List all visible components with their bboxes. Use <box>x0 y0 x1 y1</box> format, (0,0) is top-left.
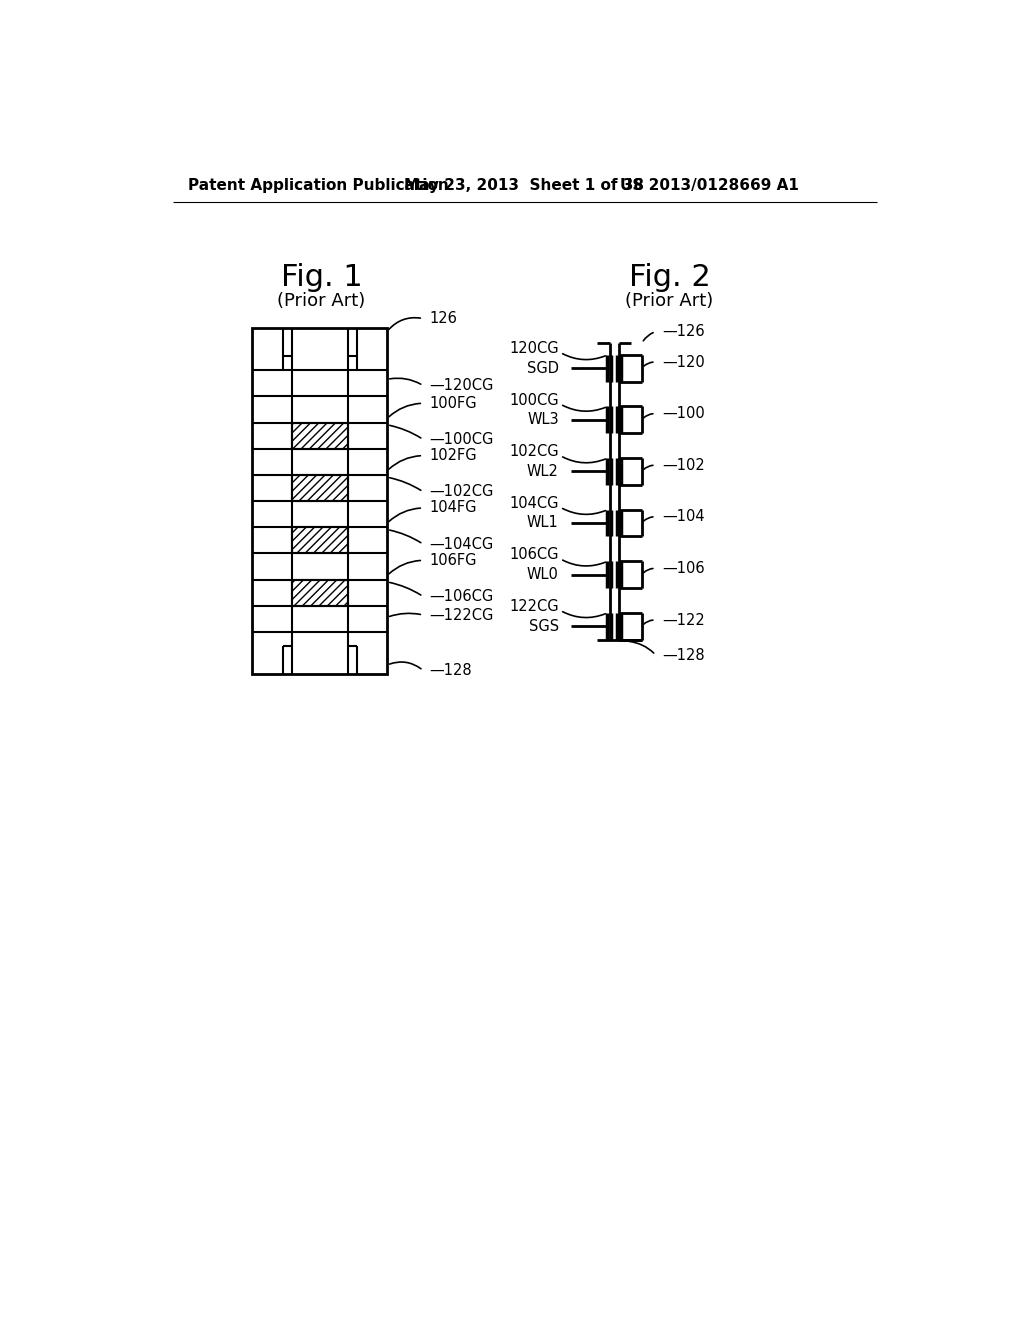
Text: Fig. 1: Fig. 1 <box>281 263 362 292</box>
Text: US 2013/0128669 A1: US 2013/0128669 A1 <box>620 178 799 193</box>
Text: —120CG: —120CG <box>429 378 494 393</box>
Text: 100FG: 100FG <box>429 396 477 411</box>
Text: —122CG: —122CG <box>429 607 494 623</box>
Text: 106CG: 106CG <box>509 548 559 562</box>
Text: SGD: SGD <box>526 360 559 376</box>
Bar <box>292 579 348 606</box>
Text: —120: —120 <box>662 355 705 370</box>
Text: (Prior Art): (Prior Art) <box>626 292 714 310</box>
Bar <box>292 475 348 502</box>
Text: —104CG: —104CG <box>429 537 494 552</box>
Text: 102FG: 102FG <box>429 447 477 463</box>
Text: —100: —100 <box>662 407 705 421</box>
Text: WL3: WL3 <box>527 412 559 428</box>
Text: May 23, 2013  Sheet 1 of 38: May 23, 2013 Sheet 1 of 38 <box>403 178 644 193</box>
Text: —102: —102 <box>662 458 705 473</box>
Text: 102CG: 102CG <box>509 445 559 459</box>
Text: —100CG: —100CG <box>429 432 494 447</box>
Bar <box>292 422 348 449</box>
Text: 122CG: 122CG <box>509 599 559 614</box>
Text: 126: 126 <box>429 312 457 326</box>
Text: —106: —106 <box>662 561 705 576</box>
Text: 106FG: 106FG <box>429 553 477 568</box>
Text: Fig. 2: Fig. 2 <box>629 263 711 292</box>
Text: WL2: WL2 <box>526 463 559 479</box>
Text: 104FG: 104FG <box>429 500 477 516</box>
Bar <box>252 327 387 675</box>
Text: (Prior Art): (Prior Art) <box>278 292 366 310</box>
Text: WL0: WL0 <box>526 568 559 582</box>
Text: WL1: WL1 <box>527 516 559 531</box>
Text: SGS: SGS <box>528 619 559 634</box>
Bar <box>292 527 348 553</box>
Text: —122: —122 <box>662 612 705 627</box>
Text: —106CG: —106CG <box>429 589 494 605</box>
Text: —128: —128 <box>662 648 705 663</box>
Text: Patent Application Publication: Patent Application Publication <box>188 178 450 193</box>
Text: 100CG: 100CG <box>509 392 559 408</box>
Text: —126: —126 <box>662 325 705 339</box>
Text: —102CG: —102CG <box>429 484 494 499</box>
Text: 104CG: 104CG <box>509 496 559 511</box>
Text: —128: —128 <box>429 663 472 678</box>
Text: —104: —104 <box>662 510 705 524</box>
Text: 120CG: 120CG <box>509 341 559 356</box>
